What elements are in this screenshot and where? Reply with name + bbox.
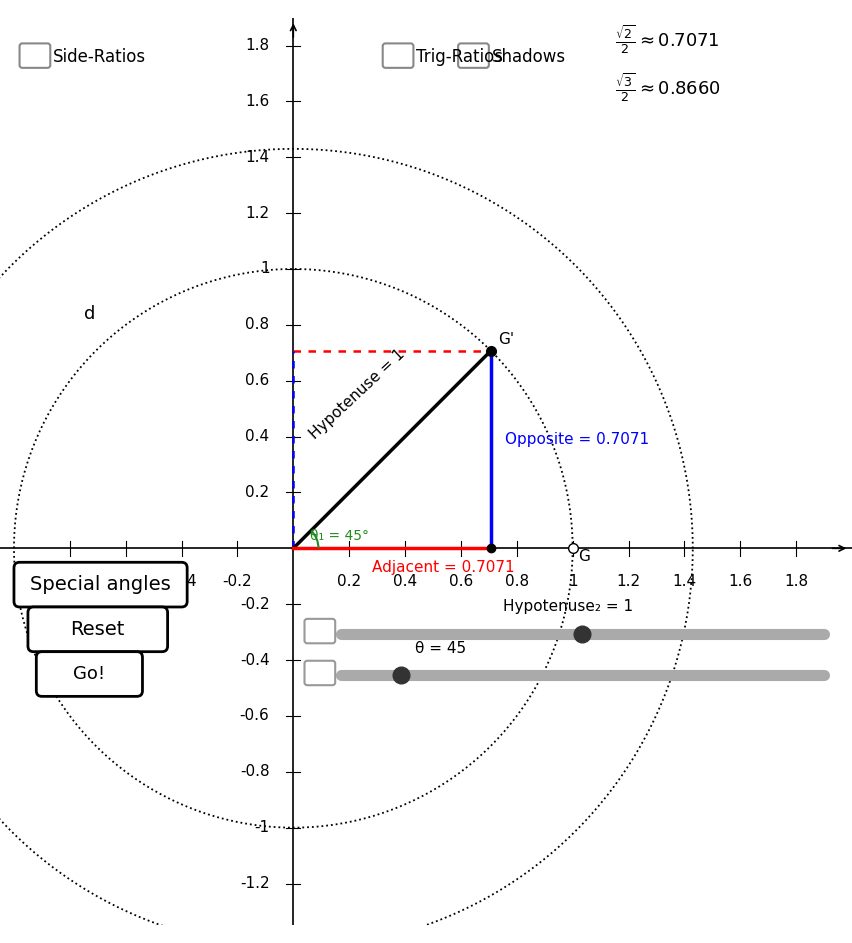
Text: G: G <box>579 549 590 564</box>
Text: 1: 1 <box>567 573 578 588</box>
Text: -0.2: -0.2 <box>239 597 269 612</box>
Text: Hypotenuse₂ = 1: Hypotenuse₂ = 1 <box>504 599 634 614</box>
Text: Hypotenuse = 1: Hypotenuse = 1 <box>307 347 408 442</box>
FancyBboxPatch shape <box>304 661 335 686</box>
Text: -0.6: -0.6 <box>111 573 141 588</box>
Text: 0.6: 0.6 <box>245 373 269 389</box>
Text: 0.2: 0.2 <box>245 485 269 500</box>
Text: 1.4: 1.4 <box>245 150 269 165</box>
FancyBboxPatch shape <box>20 43 50 68</box>
FancyBboxPatch shape <box>304 619 335 643</box>
Text: Opposite = 0.7071: Opposite = 0.7071 <box>504 432 649 447</box>
Text: 0.4: 0.4 <box>245 429 269 444</box>
Text: 0.6: 0.6 <box>449 573 473 588</box>
Text: $\frac{\sqrt{2}}{2} \approx 0.7071$: $\frac{\sqrt{2}}{2} \approx 0.7071$ <box>614 24 719 57</box>
Text: -0.2: -0.2 <box>222 573 252 588</box>
Text: θ = 45: θ = 45 <box>415 641 466 656</box>
Text: Special angles: Special angles <box>30 575 171 594</box>
Text: -0.4: -0.4 <box>167 573 197 588</box>
Text: 0.8: 0.8 <box>245 318 269 332</box>
Text: 0.2: 0.2 <box>337 573 361 588</box>
Text: 0.8: 0.8 <box>504 573 529 588</box>
Text: Trig-Ratios: Trig-Ratios <box>417 48 504 66</box>
FancyBboxPatch shape <box>37 652 142 696</box>
Text: Shadows: Shadows <box>492 48 566 66</box>
Text: -0.8: -0.8 <box>239 764 269 779</box>
Text: θ₁ = 45°: θ₁ = 45° <box>310 529 369 543</box>
Text: 1.2: 1.2 <box>617 573 641 588</box>
Text: 0.4: 0.4 <box>393 573 417 588</box>
Text: 1.2: 1.2 <box>245 206 269 221</box>
Text: Adjacent = 0.7071: Adjacent = 0.7071 <box>371 560 514 575</box>
Text: -1.2: -1.2 <box>239 876 269 891</box>
Text: d: d <box>83 306 95 323</box>
Text: 1.8: 1.8 <box>245 38 269 53</box>
Text: Side-Ratios: Side-Ratios <box>53 48 147 66</box>
Text: Go!: Go! <box>73 665 106 683</box>
Text: 1.8: 1.8 <box>784 573 809 588</box>
Text: -0.8: -0.8 <box>55 573 84 588</box>
Text: Reset: Reset <box>71 620 125 638</box>
FancyBboxPatch shape <box>383 43 413 68</box>
Text: -0.6: -0.6 <box>239 708 269 723</box>
FancyBboxPatch shape <box>28 607 168 652</box>
Text: G': G' <box>498 332 514 347</box>
Text: $\frac{\sqrt{3}}{2} \approx 0.8660$: $\frac{\sqrt{3}}{2} \approx 0.8660$ <box>614 71 721 104</box>
FancyBboxPatch shape <box>14 562 187 607</box>
Text: 1: 1 <box>260 261 269 276</box>
Text: 1.6: 1.6 <box>728 573 752 588</box>
Text: 1.4: 1.4 <box>672 573 696 588</box>
Text: -0.4: -0.4 <box>239 653 269 668</box>
Text: -1: -1 <box>255 820 269 835</box>
FancyBboxPatch shape <box>458 43 489 68</box>
Text: 1.6: 1.6 <box>245 94 269 108</box>
